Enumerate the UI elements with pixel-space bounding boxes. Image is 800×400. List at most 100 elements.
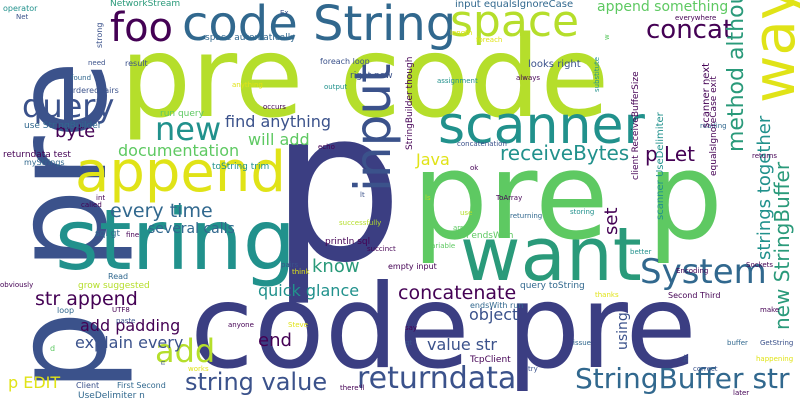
word: use StringBuilder	[24, 121, 102, 131]
word: set	[601, 207, 622, 235]
word: substitute	[593, 56, 601, 92]
word: anyone	[228, 321, 254, 329]
word: want	[460, 212, 642, 298]
word: trim endsWith	[450, 231, 514, 241]
word: query	[22, 87, 115, 125]
word: space	[450, 0, 580, 47]
word: think	[292, 268, 310, 276]
word: returndata	[357, 361, 517, 396]
word: println sql	[325, 237, 371, 247]
word: add	[155, 332, 216, 370]
word: str append	[35, 288, 138, 310]
word: byte	[55, 121, 96, 142]
word: storing	[570, 208, 595, 216]
word: p EDIT	[8, 373, 61, 392]
word: will add	[248, 130, 310, 149]
word: correct	[693, 365, 718, 373]
word: result	[125, 59, 148, 68]
word: equalsIgnoreCase exit	[709, 76, 719, 176]
word: GetString	[760, 339, 794, 347]
word: client ReceiveBufferSize	[631, 71, 641, 180]
word: Net	[16, 13, 29, 21]
word: gt	[405, 339, 413, 347]
word: everywhere	[675, 14, 717, 22]
word: space automatically	[205, 33, 296, 43]
word: explain every	[75, 333, 184, 352]
word: pre p	[412, 128, 724, 267]
word: scanner UseDelimiter	[655, 112, 666, 220]
word: strong	[95, 22, 104, 48]
word: foreach loop	[320, 57, 370, 66]
word: every time	[110, 200, 213, 222]
word: later	[733, 389, 750, 397]
word: make	[760, 306, 780, 314]
word: orderedpairs	[68, 86, 119, 95]
word: pairs	[281, 261, 299, 269]
word: string value	[185, 368, 328, 396]
word: several calls	[148, 221, 235, 237]
word: there'll	[340, 384, 365, 392]
word: looks right	[528, 59, 581, 70]
word: scanner	[438, 96, 645, 156]
word: succinct	[367, 245, 396, 253]
word: Encoding	[676, 267, 709, 275]
word: assignment	[437, 77, 478, 85]
word: ok	[470, 164, 479, 172]
word: append something	[597, 0, 729, 15]
word: input equalsIgnoreCase	[455, 0, 574, 10]
word: always	[516, 74, 541, 82]
word: successfully	[339, 219, 382, 227]
word: pre code	[120, 13, 610, 143]
word: int	[96, 194, 106, 202]
word: foo	[110, 5, 174, 51]
word: works	[188, 365, 209, 373]
word: called	[81, 201, 102, 209]
word: string	[55, 191, 297, 289]
word: returns	[752, 152, 778, 160]
word: quick glance	[258, 281, 360, 300]
word: know	[312, 256, 360, 277]
word: StringBuffer str	[575, 362, 790, 395]
word: add padding	[80, 316, 181, 335]
word: obviously	[0, 281, 34, 289]
word: output	[324, 83, 348, 91]
word: StringBuilder though	[405, 56, 415, 150]
word: NetworkStream	[110, 0, 181, 9]
word: fine	[126, 231, 140, 239]
word: Steve	[288, 321, 308, 329]
word: method although	[724, 0, 749, 152]
word: code String	[182, 0, 457, 52]
word: grow suggested	[78, 281, 150, 291]
word: documentation	[118, 141, 240, 160]
word: loop	[57, 306, 75, 315]
word: empty input	[388, 262, 437, 271]
word: lt	[360, 191, 365, 199]
word: Read	[108, 272, 129, 281]
word: receiveBytes	[500, 141, 630, 165]
word: myStrings	[24, 158, 65, 167]
word: returning	[510, 212, 543, 220]
word: sql gt	[95, 229, 121, 239]
word: using	[615, 312, 631, 350]
word: UTF8	[112, 306, 130, 314]
word: length	[450, 29, 473, 37]
word: code pre	[190, 260, 697, 395]
word: Ex	[280, 9, 289, 17]
word: issue	[573, 339, 591, 347]
word: say	[405, 324, 418, 332]
word: concatenation	[457, 140, 507, 148]
word: Second Third	[668, 291, 721, 300]
word: use	[460, 209, 473, 217]
word: br	[682, 354, 690, 362]
word: occurs	[263, 103, 286, 111]
word: value str	[427, 335, 497, 354]
word: n	[159, 360, 167, 365]
word: concatenate	[398, 282, 517, 304]
word: append	[75, 140, 286, 205]
word: end	[258, 330, 292, 351]
word: System	[640, 252, 767, 292]
word: ls	[425, 194, 431, 202]
word: find anything	[225, 112, 332, 131]
word: UseDelimiter n	[78, 391, 145, 400]
